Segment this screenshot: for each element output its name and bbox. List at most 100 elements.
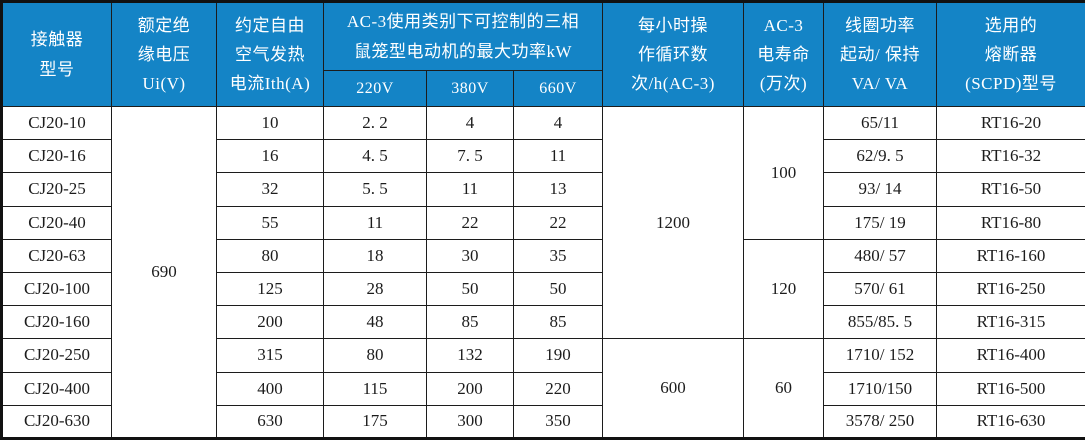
cell-p660: 190 <box>513 338 603 373</box>
cell-coil: 855/85. 5 <box>823 305 937 340</box>
cell-p380: 50 <box>426 271 514 307</box>
cell-ith: 630 <box>216 404 324 440</box>
cell-p660: 11 <box>513 139 603 174</box>
cell-ith: 10 <box>216 105 324 141</box>
table-row: CJ20-400 400 115 200 220 1710/150 RT16-5… <box>1 371 1085 406</box>
cell-p380: 4 <box>426 105 514 141</box>
cell-fuse: RT16-20 <box>936 105 1085 141</box>
table-row: CJ20-25 32 5. 5 11 13 93/ 14 RT16-50 <box>1 172 1085 207</box>
cell-life-100: 100 <box>743 106 824 240</box>
cell-fuse: RT16-250 <box>936 271 1085 307</box>
header-row-main: 接触器 型号 额定绝 缘电压 Ui(V) 约定自由 空气发热 电流Ith(A) … <box>1 1 1085 107</box>
cell-model: CJ20-40 <box>1 205 112 240</box>
cell-coil: 1710/150 <box>823 371 937 406</box>
cell-p380: 200 <box>426 371 514 406</box>
cell-life-60: 60 <box>743 338 824 439</box>
cell-ith: 400 <box>216 371 324 406</box>
cell-p220: 5. 5 <box>323 172 427 207</box>
cell-coil: 480/ 57 <box>823 238 937 273</box>
cell-coil: 570/ 61 <box>823 271 937 307</box>
cell-p220: 115 <box>323 371 427 406</box>
cell-model: CJ20-160 <box>1 305 112 340</box>
cell-p380: 7. 5 <box>426 139 514 174</box>
cell-fuse: RT16-400 <box>936 338 1085 373</box>
cell-ith: 315 <box>216 338 324 373</box>
cell-model: CJ20-630 <box>1 404 112 440</box>
header-thermal-current: 约定自由 空气发热 电流Ith(A) <box>216 1 324 107</box>
cell-p380: 132 <box>426 338 514 373</box>
cell-ith: 32 <box>216 172 324 207</box>
cell-model: CJ20-25 <box>1 172 112 207</box>
cell-p660: 13 <box>513 172 603 207</box>
cell-coil: 65/11 <box>823 105 937 141</box>
cell-model: CJ20-400 <box>1 371 112 406</box>
header-coil-power: 线圈功率 起动/ 保持 VA/ VA <box>823 1 937 107</box>
cell-fuse: RT16-315 <box>936 305 1085 340</box>
cell-p220: 28 <box>323 271 427 307</box>
cell-cycles-600: 600 <box>602 338 744 439</box>
header-fuse-type: 选用的 熔断器 (SCPD)型号 <box>936 1 1085 107</box>
header-voltage-660v: 660V <box>513 70 603 107</box>
cell-p220: 48 <box>323 305 427 340</box>
cell-p660: 220 <box>513 371 603 406</box>
header-ac3-max-power-group: AC-3使用类别下可控制的三相 鼠笼型电动机的最大功率kW <box>323 1 603 71</box>
table-body: CJ20-10 690 10 2. 2 4 4 1200 100 65/11 R… <box>1 105 1085 440</box>
cell-p660: 4 <box>513 105 603 141</box>
cell-model: CJ20-10 <box>1 105 112 141</box>
cell-p660: 85 <box>513 305 603 340</box>
cell-coil: 175/ 19 <box>823 205 937 240</box>
cell-ith: 80 <box>216 238 324 273</box>
cell-ith: 200 <box>216 305 324 340</box>
header-voltage-380v: 380V <box>426 70 514 107</box>
table-row: CJ20-40 55 11 22 22 175/ 19 RT16-80 <box>1 205 1085 240</box>
cell-fuse: RT16-80 <box>936 205 1085 240</box>
cell-cycles-1200: 1200 <box>602 105 744 340</box>
cell-fuse: RT16-32 <box>936 139 1085 174</box>
cell-p220: 2. 2 <box>323 105 427 141</box>
table-row: CJ20-16 16 4. 5 7. 5 11 62/9. 5 RT16-32 <box>1 139 1085 174</box>
header-electrical-life: AC-3 电寿命 (万次) <box>743 1 824 107</box>
cell-ith: 55 <box>216 205 324 240</box>
cell-p220: 11 <box>323 205 427 240</box>
cell-fuse: RT16-50 <box>936 172 1085 207</box>
cell-fuse: RT16-160 <box>936 238 1085 273</box>
header-rated-insulation-voltage: 额定绝 缘电压 Ui(V) <box>111 1 217 107</box>
header-row-voltages: 220V 380V 660V <box>2 70 1085 107</box>
cell-model: CJ20-100 <box>1 271 112 307</box>
cell-p220: 80 <box>323 338 427 373</box>
cell-p660: 350 <box>513 404 603 440</box>
cell-p380: 85 <box>426 305 514 340</box>
cell-fuse: RT16-630 <box>936 404 1085 440</box>
cell-p660: 50 <box>513 271 603 307</box>
cell-p660: 22 <box>513 205 603 240</box>
cell-ith: 125 <box>216 271 324 307</box>
cell-p220: 18 <box>323 238 427 273</box>
cell-coil: 3578/ 250 <box>823 404 937 440</box>
cell-p380: 22 <box>426 205 514 240</box>
header-contactor-model: 接触器 型号 <box>1 1 112 107</box>
cell-p380: 300 <box>426 404 514 440</box>
table-row: CJ20-10 690 10 2. 2 4 4 1200 100 65/11 R… <box>1 105 1085 439</box>
table-header: 接触器 型号 额定绝 缘电压 Ui(V) 约定自由 空气发热 电流Ith(A) … <box>1 1 1085 107</box>
cell-p380: 11 <box>426 172 514 207</box>
cell-p220: 4. 5 <box>323 139 427 174</box>
header-voltage-220v: 220V <box>323 70 427 107</box>
cell-p220: 175 <box>323 404 427 440</box>
cell-model: CJ20-63 <box>1 238 112 273</box>
cell-ui-690: 690 <box>111 106 217 439</box>
cell-coil: 1710/ 152 <box>823 338 937 373</box>
cell-life-120: 120 <box>743 238 824 340</box>
cell-ith: 16 <box>216 139 324 174</box>
table-row: CJ20-630 630 175 300 350 3578/ 250 RT16-… <box>1 404 1085 440</box>
table-row: CJ20-160 200 48 85 85 855/85. 5 RT16-315 <box>1 305 1085 340</box>
cell-p380: 30 <box>426 238 514 273</box>
header-operating-cycles: 每小时操 作循环数 次/h(AC-3) <box>602 1 744 107</box>
cell-coil: 93/ 14 <box>823 172 937 207</box>
cell-coil: 62/9. 5 <box>823 139 937 174</box>
cell-fuse: RT16-500 <box>936 371 1085 406</box>
cell-model: CJ20-250 <box>1 338 112 373</box>
cell-model: CJ20-16 <box>1 139 112 174</box>
table-row: CJ20-250 315 80 132 190 600 60 1710/ 152… <box>1 338 1085 439</box>
